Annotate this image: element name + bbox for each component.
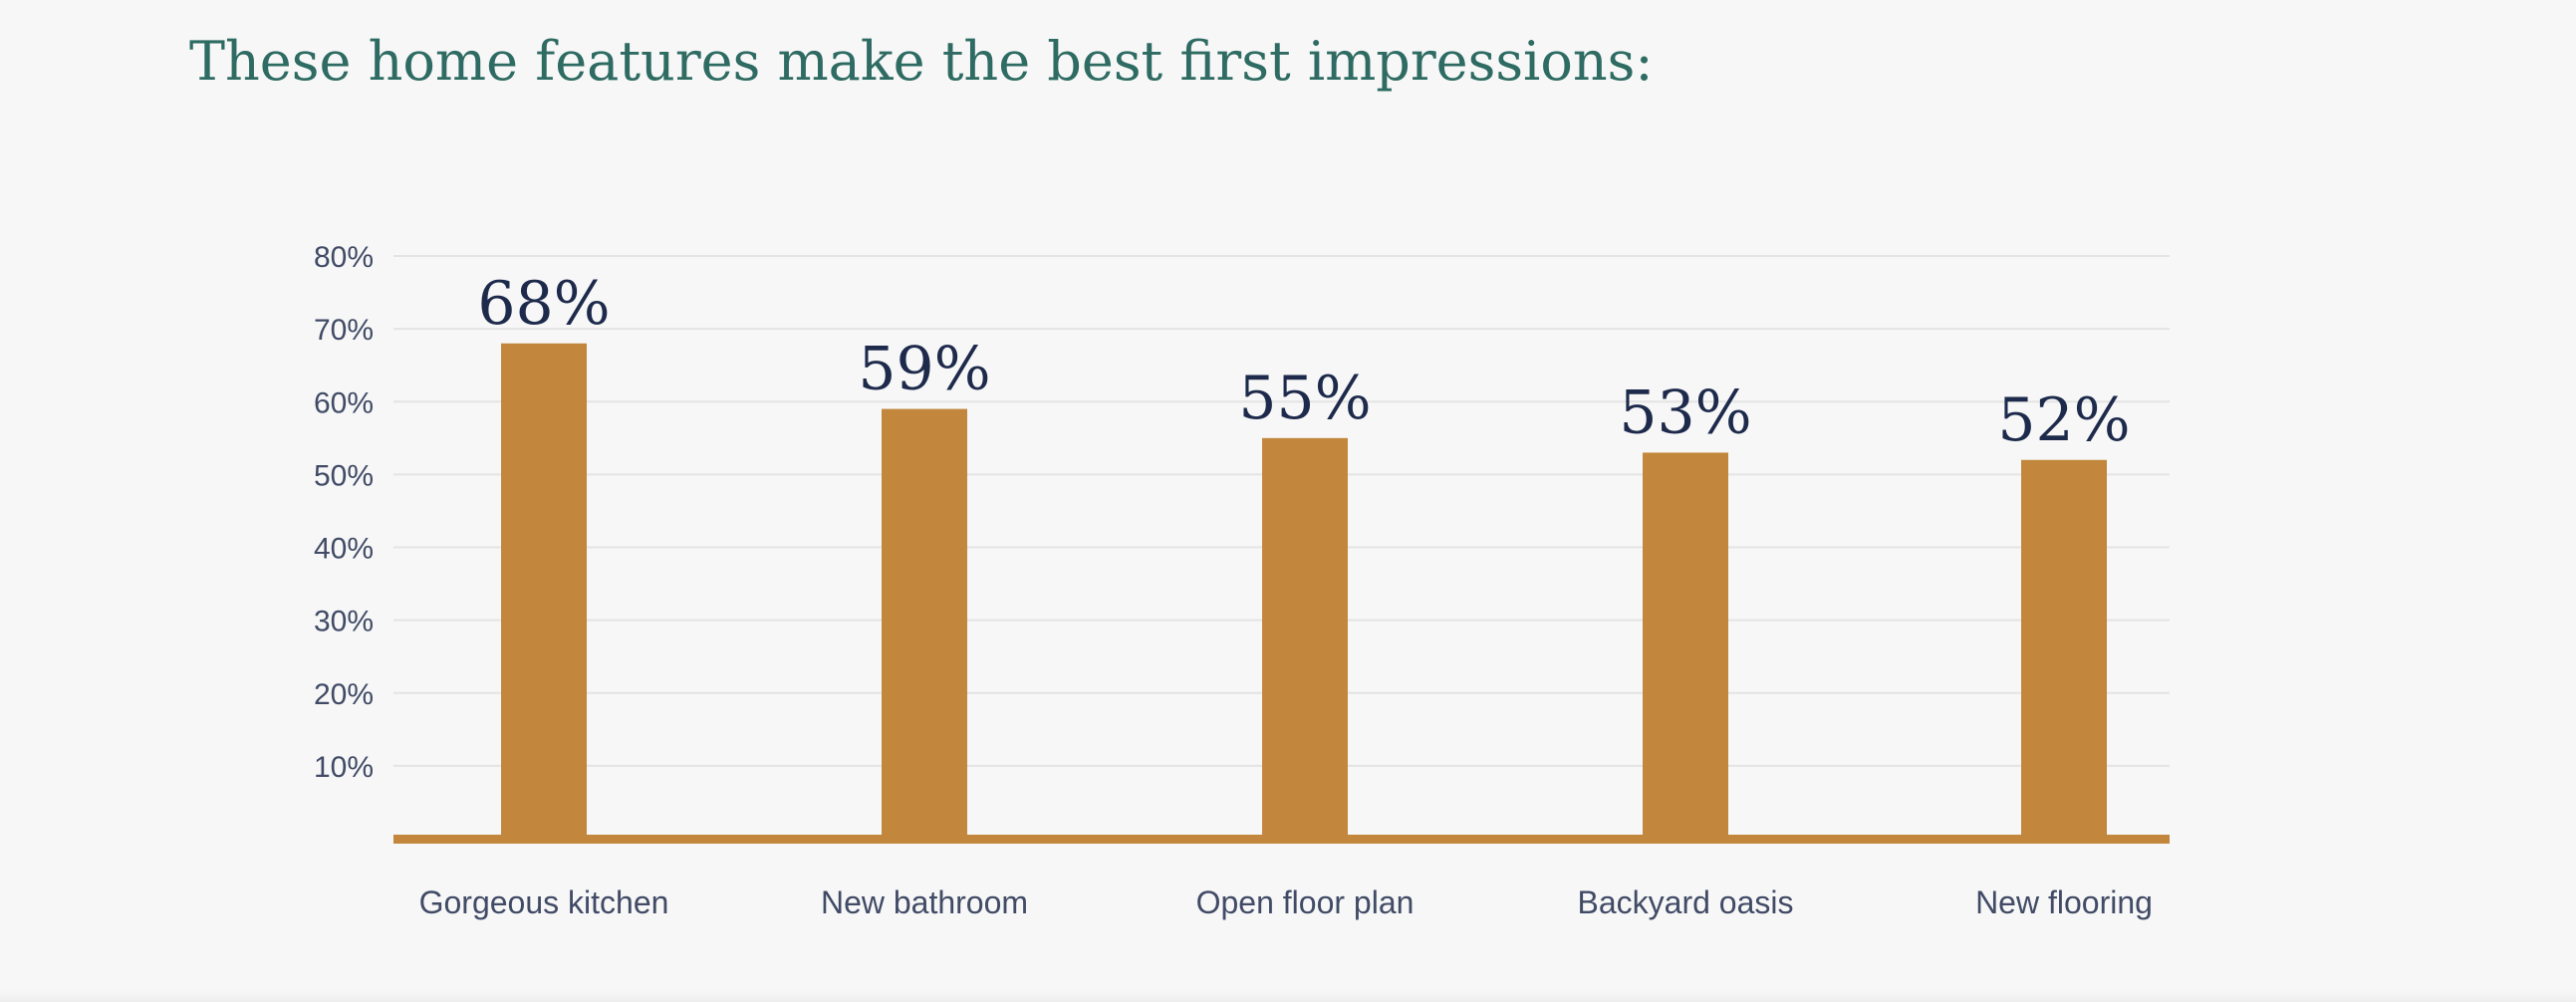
y-axis-tick-labels: 10% 20% 30% 40% 50% 60% 70% 80% xyxy=(314,241,374,784)
bar xyxy=(2021,459,2107,839)
value-label: 55% xyxy=(1238,364,1371,433)
x-tick-label: Backyard oasis xyxy=(1578,884,1794,920)
chart-title: These home features make the best first … xyxy=(189,30,1654,93)
value-label: 68% xyxy=(477,269,610,339)
x-tick-label: New flooring xyxy=(1975,884,2153,920)
y-tick-label: 30% xyxy=(314,606,374,638)
y-tick-label: 50% xyxy=(314,459,374,492)
value-label: 59% xyxy=(858,335,990,404)
bar xyxy=(1262,437,1348,839)
bar xyxy=(882,408,967,839)
value-labels: 68% 59% 55% 53% 52% xyxy=(477,269,2130,455)
bars xyxy=(501,343,2107,839)
x-axis-baseline xyxy=(393,835,2170,844)
y-tick-label: 60% xyxy=(314,386,374,419)
value-label: 53% xyxy=(1619,377,1751,447)
x-tick-label: New bathroom xyxy=(821,884,1028,920)
x-axis-tick-labels: Gorgeous kitchen New bathroom Open floor p… xyxy=(419,884,2153,920)
y-tick-label: 20% xyxy=(314,678,374,711)
value-label: 52% xyxy=(1997,385,2130,455)
y-tick-label: 70% xyxy=(314,314,374,347)
bottom-edge-shadow xyxy=(0,990,2576,1002)
x-tick-label: Open floor plan xyxy=(1196,884,1415,920)
bar xyxy=(1643,452,1728,839)
y-tick-label: 10% xyxy=(314,751,374,784)
x-tick-label: Gorgeous kitchen xyxy=(419,884,669,920)
y-tick-label: 80% xyxy=(314,241,374,274)
bar xyxy=(501,343,587,839)
y-tick-label: 40% xyxy=(314,533,374,566)
